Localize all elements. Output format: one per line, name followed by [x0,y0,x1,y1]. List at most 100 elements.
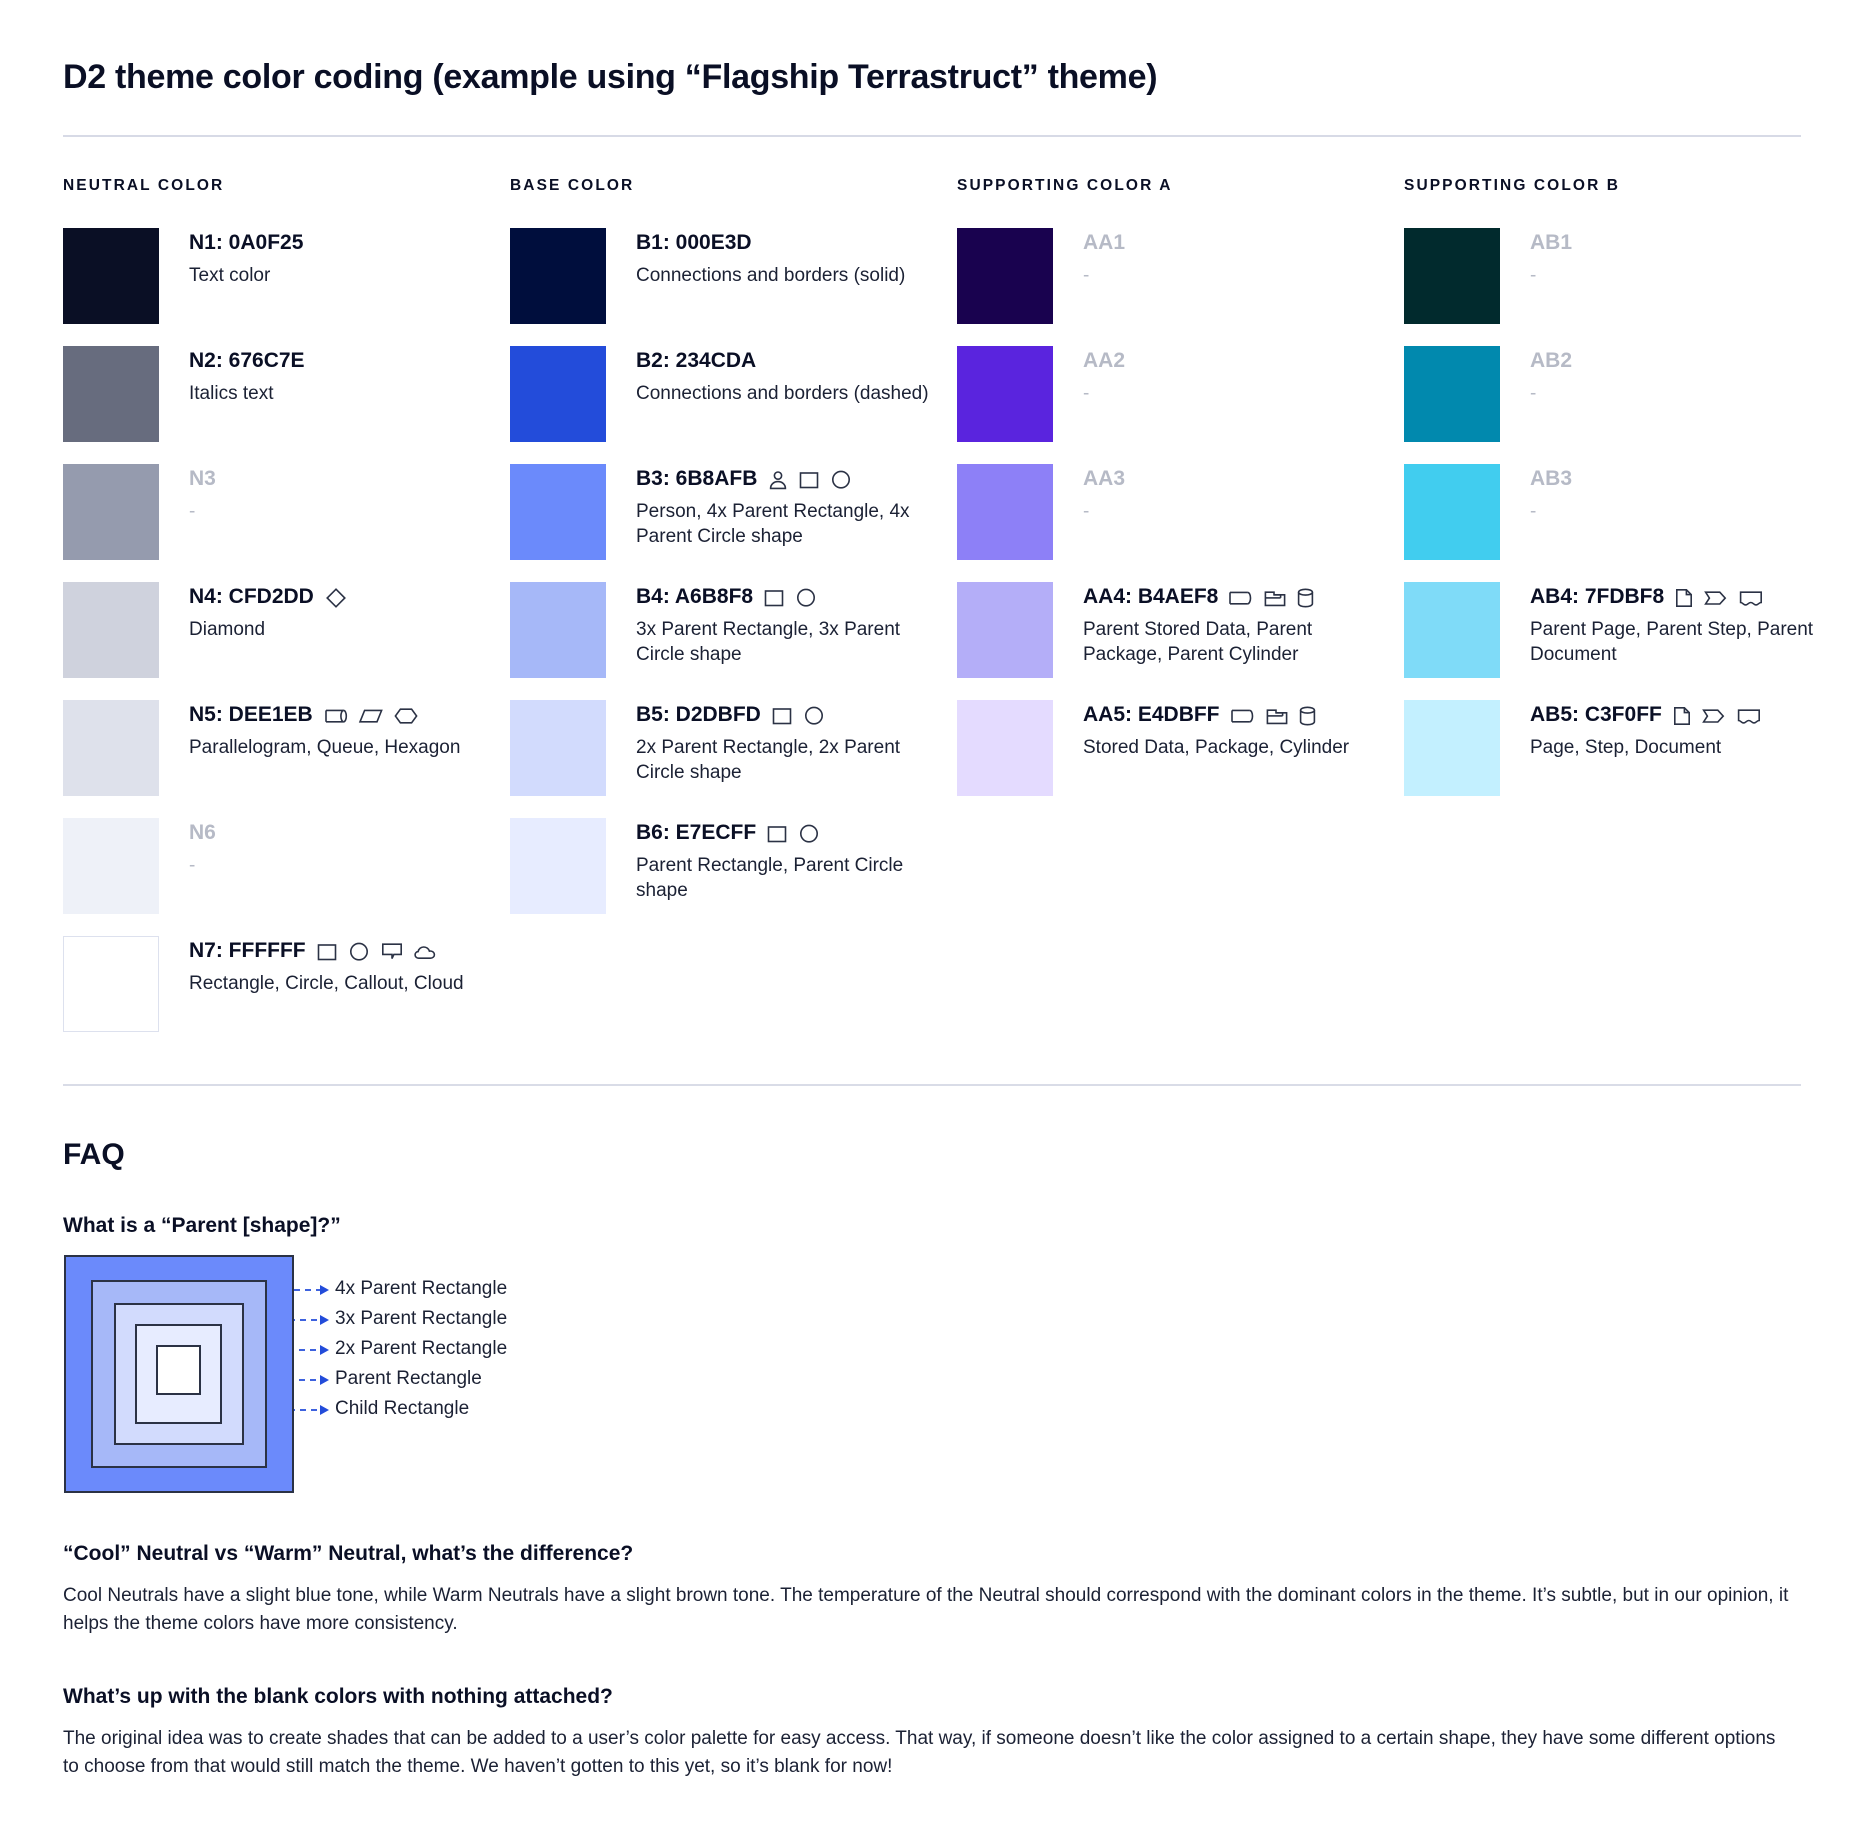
swatch-row[interactable]: AB4: 7FDBF8 Parent Page, Parent Step, Par… [1404,582,1851,678]
color-swatch-aa3[interactable] [957,464,1053,560]
diagram-label: Parent Rectangle [335,1368,482,1389]
swatch-row[interactable]: AB2 - [1404,346,1851,442]
diagram-label: Child Rectangle [335,1398,470,1419]
swatch-label-line: B2: 234CDA [636,348,957,374]
swatch-name: AA2 [1083,349,1126,372]
swatch-name: N5: DEE1EB [189,703,313,726]
color-swatch-b1[interactable] [510,228,606,324]
swatch-text: AB1 - [1500,228,1851,288]
swatch-name: AA5: E4DBFF [1083,703,1220,726]
color-swatch-b3[interactable] [510,464,606,560]
swatch-description: - [189,855,196,877]
swatch-name: B1: 000E3D [636,231,752,254]
swatch-description: 2x Parent Rectangle, 2x Parent Circle sh… [636,737,901,784]
color-swatch-n1[interactable] [63,228,159,324]
shape-icon-set [771,704,826,728]
swatch-text: N2: 676C7E Italics text [159,346,510,406]
swatch-row[interactable]: AB1 - [1404,228,1851,324]
color-swatch-n5[interactable] [63,700,159,796]
shape-icon-set [1672,705,1762,727]
swatch-row[interactable]: AA1 - [957,228,1404,324]
swatch-row[interactable]: N5: DEE1EB Parallelogram, Queue, Hexagon [63,700,510,796]
color-swatch-aa4[interactable] [957,582,1053,678]
swatch-row[interactable]: AA3 - [957,464,1404,560]
swatch-name: B3: 6B8AFB [636,467,758,490]
swatch-label-line: N4: CFD2DD [189,584,510,610]
diagram-wrapper: 4x Parent Rectangle 3x Parent Rectangle 2x… [63,1254,1801,1494]
color-swatch-ab3[interactable] [1404,464,1500,560]
swatch-name: AA1 [1083,231,1126,254]
swatch-description: - [189,501,196,523]
swatch-name: AB3 [1530,467,1573,490]
color-swatch-b5[interactable] [510,700,606,796]
swatch-text: AB3 - [1500,464,1851,524]
swatch-row[interactable]: N6 - [63,818,510,914]
swatch-row[interactable]: B2: 234CDA Connections and borders (dashe… [510,346,957,442]
circle-icon [829,468,853,492]
circle-icon [802,704,826,728]
swatch-name: AA3 [1083,467,1126,490]
color-swatch-ab2[interactable] [1404,346,1500,442]
swatch-row[interactable]: B4: A6B8F8 3x Parent Rectangle, 3x Parent… [510,582,957,678]
swatch-row[interactable]: N1: 0A0F25 Text color [63,228,510,324]
color-swatch-n3[interactable] [63,464,159,560]
palette-column-heading: NEUTRAL COLOR [63,177,225,194]
swatch-row[interactable]: B3: 6B8AFB Person, 4x Parent Rectangle, 4… [510,464,957,560]
swatch-row[interactable]: AB3 - [1404,464,1851,560]
swatch-row[interactable]: B6: E7ECFF Parent Rectangle, Parent Circl… [510,818,957,914]
palette-column: SUPPORTING COLOR B AB1 - AB2 - AB3 - AB4: 7FDBF… [1404,177,1851,1054]
swatch-row[interactable]: B1: 000E3D Connections and borders (solid… [510,228,957,324]
color-swatch-n2[interactable] [63,346,159,442]
faq-question: What is a “Parent [shape]?” [63,1214,341,1237]
swatch-row[interactable]: AA2 - [957,346,1404,442]
swatch-row[interactable]: AA5: E4DBFF Stored Data, Package, Cylinde… [957,700,1404,796]
swatch-name: N6 [189,821,216,844]
swatch-text: N4: CFD2DD Diamond [159,582,510,642]
swatch-label-line: N3 [189,466,510,492]
swatch-row[interactable]: AA4: B4AEF8 Parent Stored Data, Parent Pa… [957,582,1404,678]
color-swatch-n4[interactable] [63,582,159,678]
color-swatch-ab4[interactable] [1404,582,1500,678]
cloud-icon [413,942,439,962]
palette-column: BASE COLOR B1: 000E3D Connections and bord… [510,177,957,1054]
swatch-label-line: AB4: 7FDBF8 [1530,584,1851,610]
queue-icon [323,706,349,726]
swatch-description: - [1530,265,1537,287]
swatch-row[interactable]: N2: 676C7E Italics text [63,346,510,442]
color-swatch-aa2[interactable] [957,346,1053,442]
color-swatch-aa1[interactable] [957,228,1053,324]
swatch-row[interactable]: N7: FFFFFF Rectangle, Circle, Callout, Cl… [63,936,510,1032]
color-swatch-b4[interactable] [510,582,606,678]
page-icon [1672,705,1692,727]
swatch-row[interactable]: N3 - [63,464,510,560]
swatch-label-line: AB2 [1530,348,1851,374]
swatch-name: N7: FFFFFF [189,939,306,962]
swatch-row[interactable]: N4: CFD2DD Diamond [63,582,510,678]
color-swatch-aa5[interactable] [957,700,1053,796]
swatch-text: AA1 - [1053,228,1404,288]
swatch-row[interactable]: B5: D2DBFD 2x Parent Rectangle, 2x Parent… [510,700,957,796]
swatch-description: Stored Data, Package, Cylinder [1083,737,1350,759]
color-swatch-b6[interactable] [510,818,606,914]
swatch-name: AB2 [1530,349,1573,372]
cylinder-icon [1296,587,1316,609]
color-swatch-ab1[interactable] [1404,228,1500,324]
circle-icon [347,940,371,964]
swatch-label-line: B6: E7ECFF [636,820,957,846]
swatch-text: AA4: B4AEF8 Parent Stored Data, Parent Pa… [1053,582,1404,667]
callout-icon [380,940,404,964]
color-swatch-ab5[interactable] [1404,700,1500,796]
color-swatch-n7[interactable] [63,936,159,1032]
circle-icon [794,586,818,610]
swatch-description: Text color [189,265,271,287]
swatch-text: B1: 000E3D Connections and borders (solid… [606,228,957,288]
color-swatch-b2[interactable] [510,346,606,442]
color-swatch-n6[interactable] [63,818,159,914]
rectangle-icon [798,469,820,491]
stored-data-icon [1228,588,1254,608]
nested-rectangles-graphic: 4x Parent Rectangle 3x Parent Rectangle 2x… [63,1254,623,1494]
page-title: D2 theme color coding (example using “Fl… [63,58,1158,96]
swatch-text: N6 - [159,818,510,878]
swatch-row[interactable]: AB5: C3F0FF Page, Step, Document [1404,700,1851,796]
